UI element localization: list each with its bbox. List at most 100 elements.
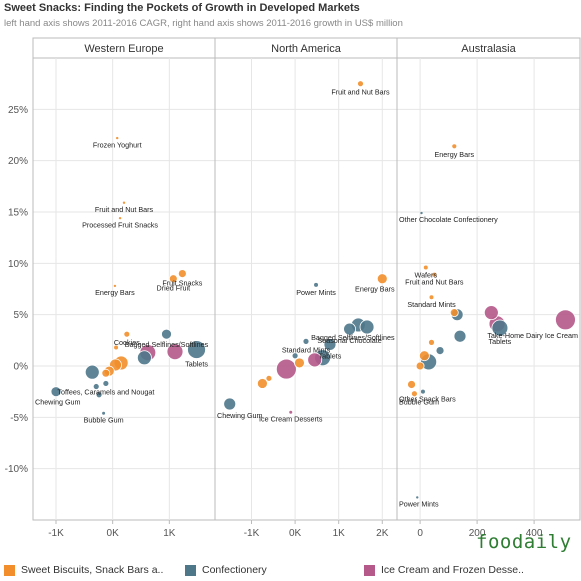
data-point xyxy=(323,338,337,351)
data-point xyxy=(407,380,416,389)
point-label: Tablets xyxy=(185,360,208,369)
y-tick-label: -10% xyxy=(5,464,28,475)
x-tick-label: -1K xyxy=(244,528,260,539)
x-tick-label: 400 xyxy=(526,528,543,539)
data-point xyxy=(101,368,111,378)
point-label: Ice Cream Desserts xyxy=(259,415,323,424)
point-label: Bubble Gum xyxy=(84,416,124,425)
point-label: Standard Mints xyxy=(282,345,331,354)
foodaily-logo: foodaily xyxy=(476,531,572,553)
data-point xyxy=(420,389,425,394)
data-point xyxy=(435,346,445,356)
point-label: Toffees, Caramels and Nougat xyxy=(57,387,154,396)
data-point xyxy=(429,295,434,300)
data-point xyxy=(223,397,237,411)
data-point xyxy=(84,364,100,380)
y-tick-label: 10% xyxy=(8,259,28,270)
point-label: Wafers xyxy=(415,270,438,279)
point-label: Power Mints xyxy=(399,500,439,509)
panel-title: Australasia xyxy=(461,43,516,55)
x-tick-label: 0 xyxy=(417,528,423,539)
data-point xyxy=(95,391,103,399)
legend: Sweet Biscuits, Snack Bars a.. Confectio… xyxy=(0,560,581,580)
data-point xyxy=(423,265,428,270)
data-point xyxy=(122,201,126,204)
data-point xyxy=(116,136,119,140)
legend-label: Sweet Biscuits, Snack Bars a.. xyxy=(21,564,164,576)
point-label: Fruit and Nut Bars xyxy=(405,278,464,287)
legend-label: Confectionery xyxy=(202,564,267,576)
point-label: Processed Fruit Snacks xyxy=(82,220,158,229)
point-label: Frozen Yoghurt xyxy=(93,140,142,149)
scatter-chart: -10% -5% 0% 5% 10% 15% 20% 25% Western Europe -1K… xyxy=(5,37,581,539)
point-label: Fruit and Nut Bars xyxy=(331,88,390,97)
chart-subtitle: left hand axis shows 2011-2016 CAGR, rig… xyxy=(4,18,403,29)
point-label: Chewing Gum xyxy=(217,411,263,420)
data-point xyxy=(359,319,375,335)
data-point xyxy=(102,380,110,387)
x-tick-label: 2K xyxy=(376,528,389,539)
chart-title: Sweet Snacks: Finding the Pockets of Gro… xyxy=(4,2,360,14)
data-point xyxy=(416,496,419,499)
point-label: Cookies xyxy=(114,338,140,347)
data-point xyxy=(483,305,499,321)
legend-label: Ice Cream and Frozen Desse.. xyxy=(381,564,524,576)
data-point xyxy=(50,386,62,398)
y-tick-label: 20% xyxy=(8,156,28,167)
data-point xyxy=(314,282,319,287)
y-tick-label: 5% xyxy=(14,310,29,321)
data-point xyxy=(289,410,293,414)
data-point xyxy=(357,80,364,88)
data-point xyxy=(432,272,437,277)
legend-swatch xyxy=(364,564,375,576)
data-point xyxy=(410,390,418,398)
point-label: Energy Bars xyxy=(95,288,135,297)
data-point xyxy=(376,273,388,285)
data-point xyxy=(291,352,299,360)
data-point xyxy=(449,308,459,318)
x-tick-label: 1K xyxy=(333,528,346,539)
point-label: Bagged Selflines/Softlines xyxy=(125,340,209,349)
point-label: Take-Home Dairy Ice Cream xyxy=(487,331,578,340)
y-tick-label: 0% xyxy=(14,362,29,373)
data-point xyxy=(275,358,297,380)
point-label: Energy Bars xyxy=(355,285,395,294)
data-point xyxy=(302,337,310,345)
data-point xyxy=(555,309,576,331)
legend-item-sweet-biscuits[interactable]: Sweet Biscuits, Snack Bars a.. xyxy=(4,564,163,576)
data-point xyxy=(161,328,172,340)
data-point xyxy=(428,338,435,346)
data-point xyxy=(118,216,122,220)
legend-swatch xyxy=(4,564,15,576)
point-label: Standard Mints xyxy=(407,300,456,309)
data-point xyxy=(177,269,187,279)
point-label: Fruit and Nut Bars xyxy=(95,205,154,214)
data-point xyxy=(307,352,323,368)
data-point xyxy=(166,343,184,361)
point-label: Dried Fruit xyxy=(157,284,191,293)
panel-frame xyxy=(396,57,581,521)
data-point xyxy=(265,374,273,382)
point-label: Other Chocolate Confectionery xyxy=(399,215,498,224)
data-point xyxy=(257,378,268,389)
x-tick-label: 0K xyxy=(289,528,302,539)
point-label: Tablets xyxy=(489,337,512,346)
legend-swatch xyxy=(185,564,196,576)
point-label: Bubble Gum xyxy=(399,398,439,407)
x-tick-label: 1K xyxy=(163,528,176,539)
legend-item-confectionery[interactable]: Confectionery xyxy=(185,564,267,576)
data-point xyxy=(294,357,305,369)
data-point xyxy=(453,329,467,343)
panel-title: Western Europe xyxy=(84,43,163,55)
y-tick-label: -5% xyxy=(10,413,28,424)
point-label: Chewing Gum xyxy=(35,398,81,407)
data-point xyxy=(102,411,106,415)
legend-item-ice-cream[interactable]: Ice Cream and Frozen Desse.. xyxy=(364,564,524,576)
data-point xyxy=(92,383,100,390)
point-label: Other Snack Bars xyxy=(399,395,456,404)
point-label: Seasonal Chocolate xyxy=(317,336,381,345)
point-label: Power Mints xyxy=(296,288,336,297)
data-point xyxy=(123,330,131,338)
data-point xyxy=(451,143,458,150)
y-tick-label: 25% xyxy=(8,105,28,116)
